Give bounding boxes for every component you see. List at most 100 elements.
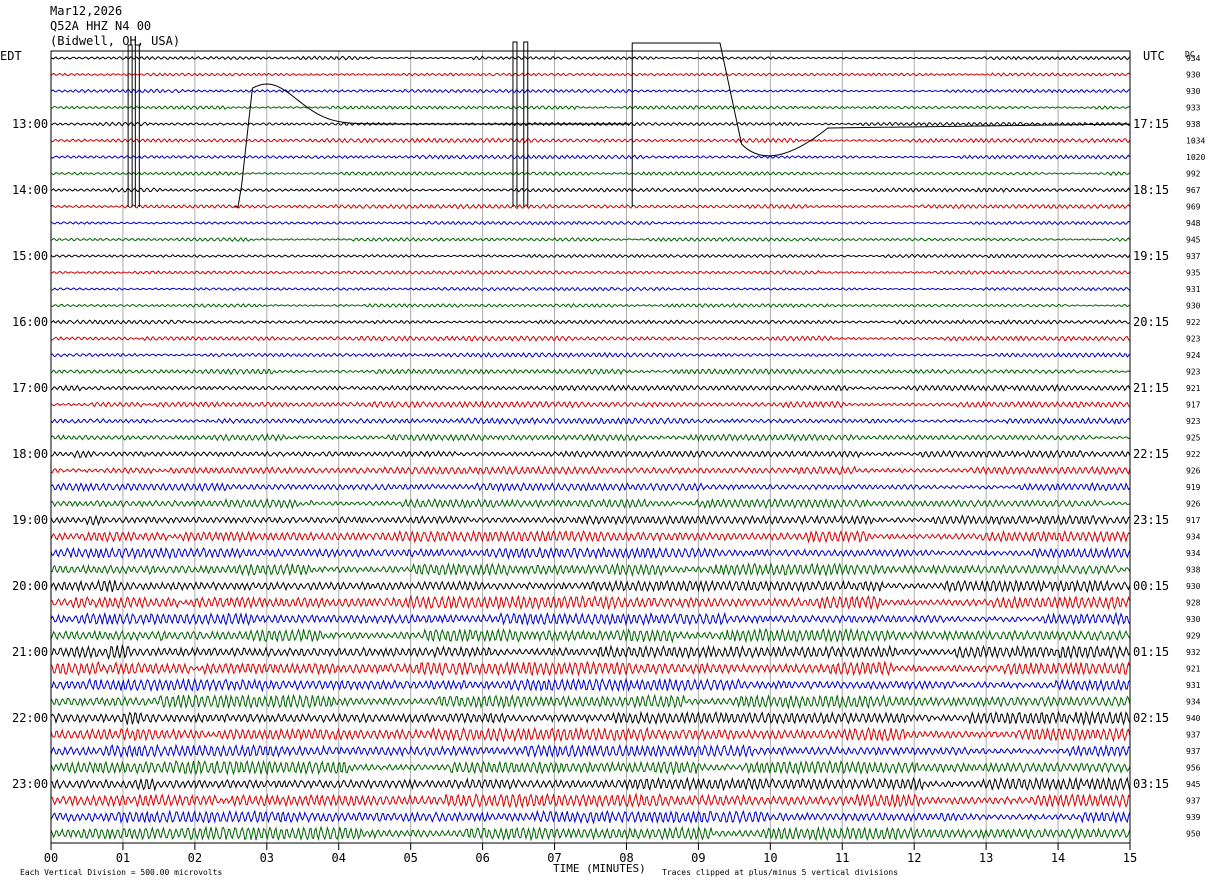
right-timezone-label: UTC xyxy=(1143,49,1165,63)
dc-value: 919 xyxy=(1186,483,1201,492)
dc-value: 921 xyxy=(1186,384,1201,393)
dc-value: 934 xyxy=(1186,549,1201,558)
dc-value: 922 xyxy=(1186,450,1201,459)
trace-row-12 xyxy=(51,254,1130,257)
right-hour-label: 20:15 xyxy=(1133,315,1169,329)
dc-value: 945 xyxy=(1186,780,1201,789)
dc-value: 926 xyxy=(1186,500,1201,509)
right-hour-label: 23:15 xyxy=(1133,513,1169,527)
left-hour-label: 18:00 xyxy=(12,447,48,461)
dc-value: 917 xyxy=(1186,516,1201,525)
right-hour-label: 21:15 xyxy=(1133,381,1169,395)
dc-value: 923 xyxy=(1186,368,1201,377)
grid-lines xyxy=(123,51,1058,843)
trace-row-38 xyxy=(51,679,1130,691)
dc-value: 928 xyxy=(1186,599,1201,608)
x-tick-label: 12 xyxy=(907,851,921,865)
dc-value: 934 xyxy=(1186,533,1201,542)
x-tick-label: 14 xyxy=(1051,851,1065,865)
dc-value: 937 xyxy=(1186,747,1201,756)
trace-row-20 xyxy=(51,385,1130,391)
trace-row-3 xyxy=(51,106,1130,109)
trace-row-39 xyxy=(51,695,1130,708)
dc-value: 931 xyxy=(1186,285,1201,294)
right-hour-label: 17:15 xyxy=(1133,117,1169,131)
trace-row-24 xyxy=(51,451,1130,458)
trace-row-13 xyxy=(51,271,1130,275)
dc-value: 933 xyxy=(1186,104,1201,113)
dc-value: 923 xyxy=(1186,417,1201,426)
x-tick-label: 09 xyxy=(691,851,705,865)
seismic-traces xyxy=(51,42,1130,840)
trace-row-21 xyxy=(51,402,1130,408)
trace-row-35 xyxy=(51,629,1130,642)
trace-row-29 xyxy=(51,531,1130,542)
trace-row-28 xyxy=(51,516,1130,525)
trace-row-25 xyxy=(51,467,1130,475)
dc-value: 1034 xyxy=(1186,137,1205,146)
left-hour-label: 16:00 xyxy=(12,315,48,329)
x-tick-label: 04 xyxy=(332,851,346,865)
trace-row-1 xyxy=(51,73,1130,76)
trace-row-16 xyxy=(51,320,1130,324)
left-timezone-label: EDT xyxy=(0,49,22,63)
dc-value: 917 xyxy=(1186,401,1201,410)
dc-value: 924 xyxy=(1186,351,1201,360)
trace-row-42 xyxy=(51,745,1130,756)
left-hour-label: 23:00 xyxy=(12,777,48,791)
right-hour-label: 22:15 xyxy=(1133,447,1169,461)
dc-value: 950 xyxy=(1186,830,1201,839)
clipped-spike xyxy=(128,45,132,207)
left-hour-label: 15:00 xyxy=(12,249,48,263)
dc-value: 1020 xyxy=(1186,153,1205,162)
dc-header: DC xyxy=(1185,50,1195,59)
dc-value: 992 xyxy=(1186,170,1201,179)
trace-row-30 xyxy=(51,548,1130,558)
trace-row-27 xyxy=(51,499,1130,507)
trace-row-9 xyxy=(51,204,1130,208)
trace-row-46 xyxy=(51,811,1130,823)
dc-value: 937 xyxy=(1186,797,1201,806)
dc-value: 956 xyxy=(1186,764,1201,773)
dc-value: 926 xyxy=(1186,467,1201,476)
dc-value: 938 xyxy=(1186,120,1201,129)
right-hour-label: 19:15 xyxy=(1133,249,1169,263)
trace-row-6 xyxy=(51,155,1130,159)
dc-value: 969 xyxy=(1186,203,1201,212)
left-hour-label: 17:00 xyxy=(12,381,48,395)
trace-row-32 xyxy=(51,580,1130,592)
dc-value: 939 xyxy=(1186,813,1201,822)
left-hour-label: 20:00 xyxy=(12,579,48,593)
dc-value: 931 xyxy=(1186,681,1201,690)
x-tick-label: 11 xyxy=(835,851,849,865)
dc-value: 930 xyxy=(1186,582,1201,591)
x-tick-label: 05 xyxy=(403,851,417,865)
trace-row-43 xyxy=(51,761,1130,774)
trace-row-41 xyxy=(51,728,1130,741)
trace-row-19 xyxy=(51,369,1130,374)
dc-value: 945 xyxy=(1186,236,1201,245)
right-hour-label: 18:15 xyxy=(1133,183,1169,197)
dc-value: 925 xyxy=(1186,434,1201,443)
dc-value: 921 xyxy=(1186,665,1201,674)
trace-row-17 xyxy=(51,336,1130,341)
trace-row-23 xyxy=(51,434,1130,440)
trace-row-40 xyxy=(51,712,1130,725)
plot-frame xyxy=(51,51,1130,843)
dc-value: 948 xyxy=(1186,219,1201,228)
clip-note: Traces clipped at plus/minus 5 vertical … xyxy=(662,868,898,877)
trace-row-10 xyxy=(51,221,1130,224)
x-tick-label: 00 xyxy=(44,851,58,865)
dc-value: 935 xyxy=(1186,269,1201,278)
trace-row-7 xyxy=(51,172,1130,176)
x-tick-label: 01 xyxy=(116,851,130,865)
left-hour-label: 22:00 xyxy=(12,711,48,725)
dc-value: 940 xyxy=(1186,714,1201,723)
x-tick-label: 03 xyxy=(260,851,274,865)
trace-row-15 xyxy=(51,304,1130,307)
trace-row-45 xyxy=(51,794,1130,807)
x-tick-label: 06 xyxy=(475,851,489,865)
trace-row-2 xyxy=(51,89,1130,92)
trace-row-8 xyxy=(51,188,1130,192)
left-hour-label: 21:00 xyxy=(12,645,48,659)
